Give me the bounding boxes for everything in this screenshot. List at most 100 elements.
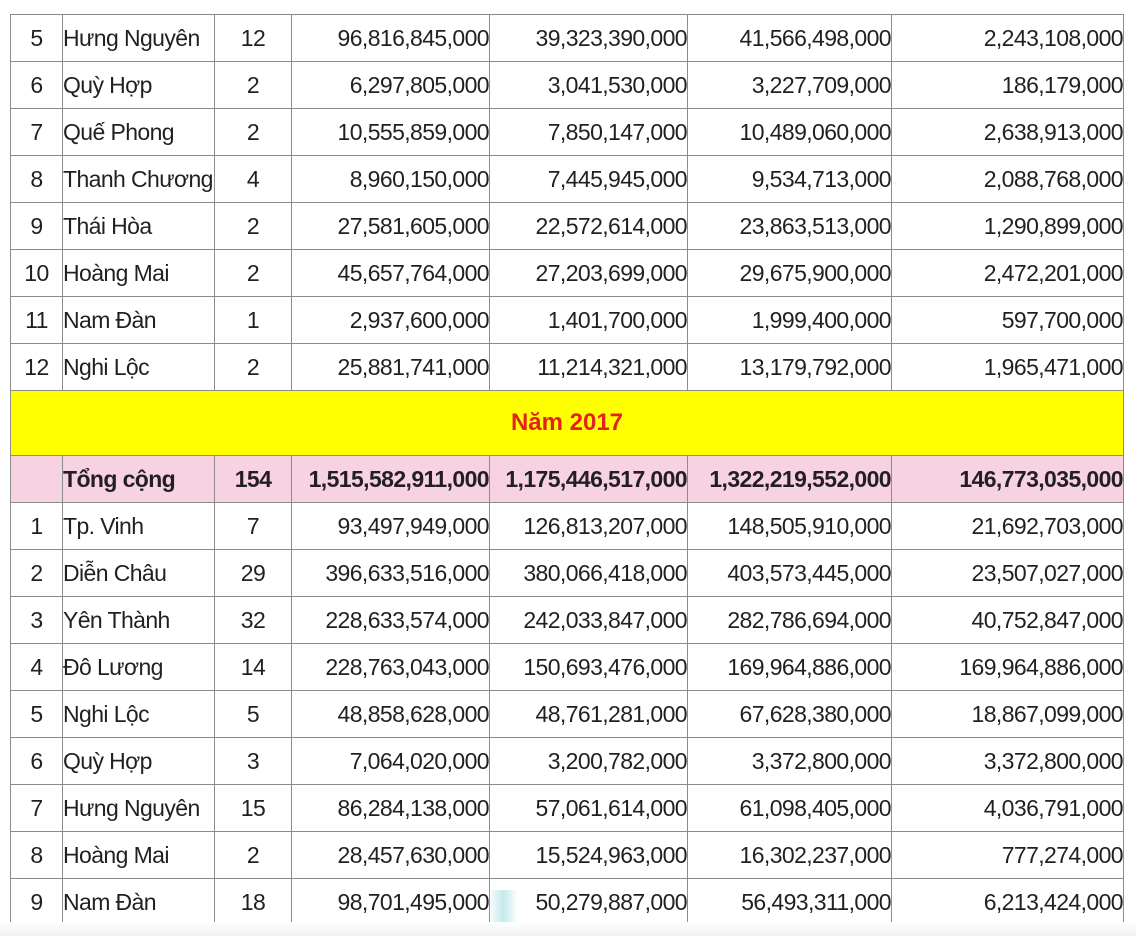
row-col-3: 61,098,405,000: [687, 784, 892, 832]
row-col-3: 67,628,380,000: [687, 690, 892, 738]
row-stt: 9: [10, 878, 63, 926]
row-col-1: 45,657,764,000: [291, 249, 490, 297]
row-count: 32: [214, 596, 292, 644]
row-count: 29: [214, 549, 292, 597]
row-district-name: Hoàng Mai: [62, 249, 215, 297]
row-district-name: Quỳ Hợp: [62, 737, 215, 785]
table-row: 9 Thái Hòa 2 27,581,605,000 22,572,614,000 23…: [10, 202, 1124, 250]
row-col-1: 6,297,805,000: [291, 61, 490, 109]
row-count: 15: [214, 784, 292, 832]
row-col-4: 597,700,000: [891, 296, 1124, 344]
row-col-3: 9,534,713,000: [687, 155, 892, 203]
row-district-name: Nghi Lộc: [62, 343, 215, 391]
row-col-2: 7,445,945,000: [489, 155, 688, 203]
total-col-4: 146,773,035,000: [891, 455, 1124, 503]
row-col-2: 1,401,700,000: [489, 296, 688, 344]
row-district-name: Quế Phong: [62, 108, 215, 156]
row-col-1: 8,960,150,000: [291, 155, 490, 203]
row-col-3: 23,863,513,000: [687, 202, 892, 250]
row-col-2: 22,572,614,000: [489, 202, 688, 250]
statistics-table: 5 Hưng Nguyên 12 96,816,845,000 39,323,390,0…: [10, 14, 1124, 926]
row-col-3: 3,372,800,000: [687, 737, 892, 785]
row-stt: 6: [10, 737, 63, 785]
row-col-2: 27,203,699,000: [489, 249, 688, 297]
row-count: 7: [214, 502, 292, 550]
row-col-4: 186,179,000: [891, 61, 1124, 109]
row-col-3: 148,505,910,000: [687, 502, 892, 550]
row-count: 12: [214, 14, 292, 62]
row-col-1: 7,064,020,000: [291, 737, 490, 785]
table-row: 6 Quỳ Hợp 3 7,064,020,000 3,200,782,000 3,372…: [10, 737, 1124, 785]
row-col-4: 2,472,201,000: [891, 249, 1124, 297]
row-col-2: 126,813,207,000: [489, 502, 688, 550]
total-count: 154: [214, 455, 292, 503]
table-row: 10 Hoàng Mai 2 45,657,764,000 27,203,699,000…: [10, 249, 1124, 297]
row-district-name: Nam Đàn: [62, 296, 215, 344]
row-col-2: 57,061,614,000: [489, 784, 688, 832]
table-row: 7 Hưng Nguyên 15 86,284,138,000 57,061,614,0…: [10, 784, 1124, 832]
rows-section-2016: 5 Hưng Nguyên 12 96,816,845,000 39,323,390,0…: [10, 14, 1124, 391]
row-col-4: 777,274,000: [891, 831, 1124, 879]
row-col-4: 23,507,027,000: [891, 549, 1124, 597]
row-district-name: Diễn Châu: [62, 549, 215, 597]
row-count: 2: [214, 202, 292, 250]
row-stt: 5: [10, 690, 63, 738]
row-col-2: 150,693,476,000: [489, 643, 688, 691]
row-count: 1: [214, 296, 292, 344]
row-count: 5: [214, 690, 292, 738]
row-stt: 11: [10, 296, 63, 344]
row-col-3: 10,489,060,000: [687, 108, 892, 156]
row-district-name: Thanh Chương: [62, 155, 215, 203]
row-stt: 8: [10, 155, 63, 203]
row-col-2: 15,524,963,000: [489, 831, 688, 879]
row-stt: 5: [10, 14, 63, 62]
row-count: 2: [214, 343, 292, 391]
row-col-2: 7,850,147,000: [489, 108, 688, 156]
year-label: Năm 2017: [10, 390, 1124, 456]
year-row: Năm 2017: [10, 390, 1124, 456]
table-page: 5 Hưng Nguyên 12 96,816,845,000 39,323,390,0…: [10, 14, 1124, 926]
row-col-1: 98,701,495,000: [291, 878, 490, 926]
total-label: Tổng cộng: [62, 455, 215, 503]
rows-section-2017: 1 Tp. Vinh 7 93,497,949,000 126,813,207,000 1…: [10, 502, 1124, 926]
row-col-4: 6,213,424,000: [891, 878, 1124, 926]
page-bottom-band: [0, 922, 1136, 936]
row-stt: 8: [10, 831, 63, 879]
row-col-4: 18,867,099,000: [891, 690, 1124, 738]
row-col-4: 169,964,886,000: [891, 643, 1124, 691]
row-stt: 7: [10, 108, 63, 156]
table-row: 5 Hưng Nguyên 12 96,816,845,000 39,323,390,0…: [10, 14, 1124, 62]
table-row: 5 Nghi Lộc 5 48,858,628,000 48,761,281,000 67…: [10, 690, 1124, 738]
table-row: 8 Hoàng Mai 2 28,457,630,000 15,524,963,000 1…: [10, 831, 1124, 879]
row-col-3: 41,566,498,000: [687, 14, 892, 62]
table-row: 9 Nam Đàn 18 98,701,495,000 50,279,887,000 56…: [10, 878, 1124, 926]
row-col-2: 39,323,390,000: [489, 14, 688, 62]
total-row: Tổng cộng 154 1,515,582,911,000 1,175,44…: [10, 455, 1124, 503]
row-stt: 2: [10, 549, 63, 597]
row-col-1: 396,633,516,000: [291, 549, 490, 597]
table-row: 12 Nghi Lộc 2 25,881,741,000 11,214,321,000 1…: [10, 343, 1124, 391]
row-district-name: Hưng Nguyên: [62, 784, 215, 832]
row-district-name: Quỳ Hợp: [62, 61, 215, 109]
row-count: 2: [214, 108, 292, 156]
table-row: 3 Yên Thành 32 228,633,574,000 242,033,847,0…: [10, 596, 1124, 644]
row-col-3: 282,786,694,000: [687, 596, 892, 644]
row-district-name: Yên Thành: [62, 596, 215, 644]
row-stt: 3: [10, 596, 63, 644]
row-col-3: 403,573,445,000: [687, 549, 892, 597]
row-count: 2: [214, 61, 292, 109]
row-count: 18: [214, 878, 292, 926]
table-row: 11 Nam Đàn 1 2,937,600,000 1,401,700,000 1,99…: [10, 296, 1124, 344]
row-count: 14: [214, 643, 292, 691]
row-stt: 10: [10, 249, 63, 297]
table-row: 4 Đô Lương 14 228,763,043,000 150,693,476,00…: [10, 643, 1124, 691]
total-stt: [10, 455, 63, 503]
row-col-4: 2,243,108,000: [891, 14, 1124, 62]
row-col-2: 50,279,887,000: [489, 878, 688, 926]
row-col-2: 3,041,530,000: [489, 61, 688, 109]
row-col-3: 169,964,886,000: [687, 643, 892, 691]
row-district-name: Hưng Nguyên: [62, 14, 215, 62]
row-stt: 7: [10, 784, 63, 832]
row-stt: 1: [10, 502, 63, 550]
total-col-2: 1,175,446,517,000: [489, 455, 688, 503]
